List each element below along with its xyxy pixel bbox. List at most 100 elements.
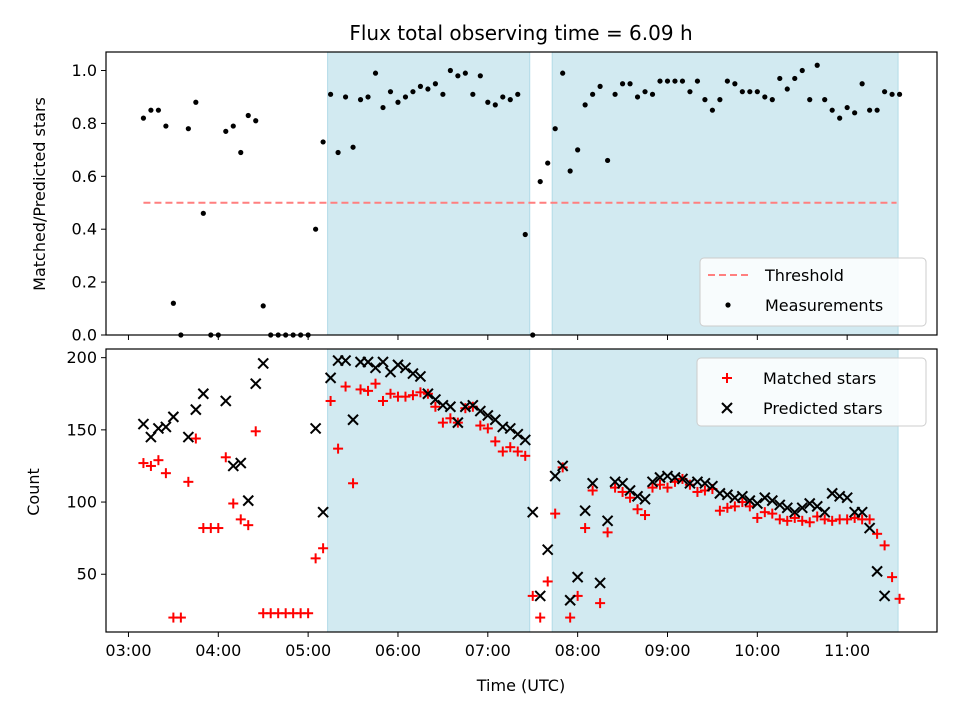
matched-star-point (220, 452, 231, 463)
predicted-star-point (796, 502, 808, 514)
matched-star-point (587, 485, 598, 496)
matched-star-point (625, 492, 636, 503)
predicted-star-point (452, 416, 464, 429)
predicted-star-point (467, 399, 479, 412)
matched-star-point (475, 420, 486, 431)
measurement-point (537, 178, 543, 185)
predicted-star-point (631, 490, 644, 502)
matched-star-point (632, 504, 643, 515)
matched-star-point (310, 553, 321, 564)
predicted-star-point (541, 543, 554, 556)
predicted-star-point (751, 497, 764, 510)
y-tick-label: 0.0 (72, 326, 97, 345)
measurement-point (799, 67, 805, 74)
predicted-star-point (235, 457, 247, 469)
predicted-star-point (744, 494, 756, 507)
matched-star-point (138, 458, 149, 469)
matched-star-point (789, 512, 800, 523)
matched-star-point (407, 390, 418, 401)
measurement-point (822, 97, 828, 103)
matched-star-point (183, 476, 194, 487)
matched-star-point (550, 508, 561, 519)
matched-star-point (243, 520, 254, 531)
measurement-point (500, 94, 506, 100)
measurement-point (627, 81, 633, 87)
predicted-star-point (624, 484, 636, 497)
matched-star-point (355, 384, 366, 395)
matched-star-point (527, 590, 538, 601)
measurement-point (230, 123, 236, 129)
measurement-point (762, 94, 768, 100)
matched-star-point (722, 502, 733, 513)
measurement-point (193, 99, 199, 105)
predicted-star-point (759, 492, 771, 504)
predicted-star-point (512, 428, 524, 440)
matched-star-point (767, 508, 778, 519)
measurement-point (567, 168, 573, 174)
measurement-point (702, 97, 708, 103)
measurement-point (717, 97, 723, 103)
predicted-star-point (774, 499, 786, 511)
predicted-star-point (804, 497, 816, 510)
measurement-point (604, 157, 611, 164)
legend-frame (696, 357, 927, 427)
matched-star-point (879, 540, 890, 551)
matched-star-point (580, 523, 591, 534)
predicted-star-point (878, 590, 891, 602)
matched-star-point (872, 528, 883, 539)
matched-star-point (250, 426, 261, 437)
measurement-point (335, 149, 341, 156)
predicted-star-point (399, 362, 412, 374)
measurement-point (313, 226, 319, 232)
predicted-star-point (482, 409, 494, 422)
legend-measurement-swatch (725, 302, 731, 308)
predicted-star-point (347, 414, 359, 426)
matched-star-point (602, 527, 613, 538)
measurement-point (739, 89, 745, 95)
matched-star-point (153, 455, 164, 466)
x-tick-label: 10:00 (734, 641, 780, 660)
legend-predicted-swatch (721, 402, 733, 414)
measurement-point (687, 89, 693, 95)
predicted-star-point (422, 388, 434, 400)
predicted-star-point (227, 460, 239, 472)
matched-star-point (542, 576, 553, 587)
matched-star-point (774, 514, 785, 525)
matched-star-point (363, 385, 374, 396)
measurement-point (410, 89, 416, 95)
predicted-star-point (190, 403, 202, 416)
predicted-star-point (699, 477, 711, 489)
measurement-point (200, 210, 206, 216)
matched-star-point (340, 381, 351, 392)
predicted-star-point (182, 431, 195, 443)
predicted-star-point (377, 356, 389, 368)
measurement-point (792, 75, 798, 82)
matched-star-point (333, 443, 344, 454)
predicted-star-point (362, 356, 374, 368)
matched-star-point (482, 423, 493, 434)
measurement-point (881, 89, 888, 95)
measurement-point (455, 73, 461, 79)
measurement-point (724, 78, 730, 84)
matched-star-point (714, 505, 725, 516)
matched-star-point (505, 442, 516, 453)
measurement-point (238, 149, 244, 156)
predicted-star-point (407, 367, 419, 380)
y-tick-label: 50 (77, 565, 97, 584)
chart-title: Flux total observing time = 6.09 h (349, 21, 692, 45)
matched-star-point (797, 515, 808, 526)
predicted-star-point (250, 377, 262, 390)
measurement-point (874, 107, 880, 113)
matched-star-point (370, 378, 381, 389)
predicted-star-point (826, 487, 838, 500)
count-legend: Matched stars Predicted stars (696, 357, 927, 427)
matched-star-point (415, 387, 426, 398)
y-tick-label: 1.0 (72, 61, 97, 80)
x-tick-label: 07:00 (465, 641, 511, 660)
predicted-star-point (504, 422, 516, 435)
measurement-point (260, 303, 266, 309)
measurement-point (372, 70, 379, 76)
y-tick-label: 0.8 (72, 114, 97, 133)
ratio-legend: Threshold Measurements (699, 257, 927, 327)
